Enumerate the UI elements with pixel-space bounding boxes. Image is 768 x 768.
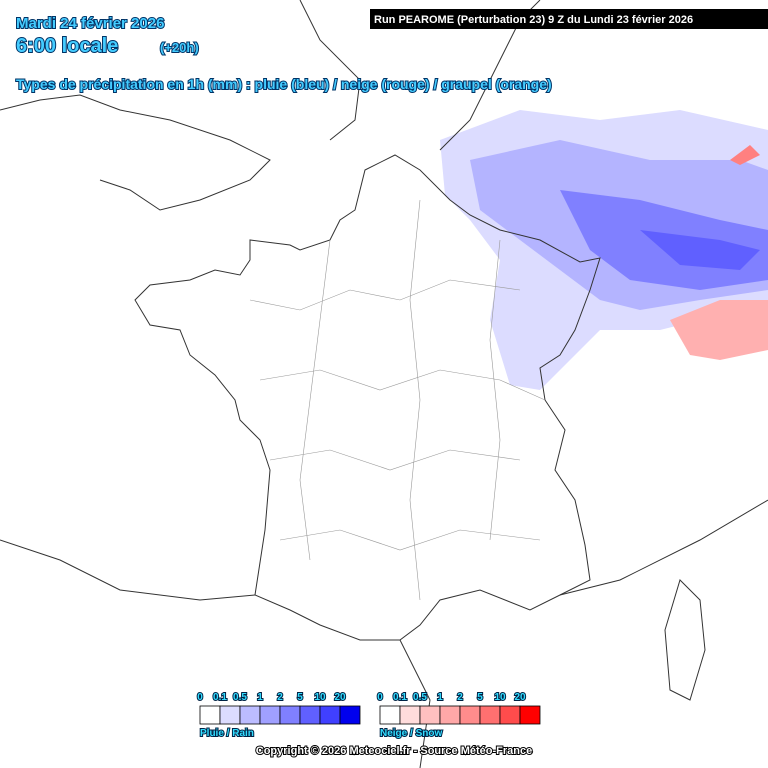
legend-swatch	[479, 705, 501, 725]
legend-value: 1	[437, 692, 443, 703]
legend-swatch	[199, 705, 221, 725]
legend-swatch	[519, 705, 541, 725]
legend-swatch	[219, 705, 241, 725]
legend-value: 0.1	[393, 692, 407, 703]
copyright: Copyright © 2026 Meteociel.fr - Source M…	[256, 745, 532, 757]
local-time: 6:00 locale	[16, 35, 118, 57]
legend-swatch	[499, 705, 521, 725]
legend-value: 0	[197, 692, 203, 703]
departments	[249, 199, 546, 601]
rain-area	[640, 230, 760, 270]
legend-swatch	[279, 705, 301, 725]
legend-swatch	[259, 705, 281, 725]
date: Mardi 24 février 2026	[16, 15, 164, 32]
legend-label: Neige / Snow	[380, 728, 442, 739]
legend-swatch	[439, 705, 461, 725]
legend-value: 1	[257, 692, 263, 703]
legend-swatch	[379, 705, 401, 725]
legend: 0 0.1 0.5 1 2 5 10 20 Pluie / Rain 0 0.1 0.5 1 2 5 10 20…	[196, 691, 541, 740]
lead-time: (+20h)	[160, 40, 199, 55]
legend-value: 2	[277, 692, 283, 703]
legend-value: 0.5	[413, 692, 427, 703]
legend-value: 10	[494, 692, 506, 703]
legend-value: 5	[477, 692, 483, 703]
legend-value: 20	[334, 692, 346, 703]
legend-swatch	[319, 705, 341, 725]
legend-swatch	[459, 705, 481, 725]
subtitle: Types de précipitation en 1h (mm) : plui…	[16, 76, 552, 92]
legend-swatch	[339, 705, 361, 725]
legend-value: 5	[297, 692, 303, 703]
legend-swatch	[399, 705, 421, 725]
legend-value: 10	[314, 692, 326, 703]
legend-swatch	[299, 705, 321, 725]
legend-value: 0.5	[233, 692, 247, 703]
legend-swatch	[239, 705, 261, 725]
legend-value: 0	[377, 692, 383, 703]
legend-label: Pluie / Rain	[200, 728, 254, 739]
legend-value: 0.1	[213, 692, 227, 703]
snow-area	[730, 145, 760, 165]
snow-area	[670, 300, 768, 360]
precipitation	[440, 110, 768, 390]
legend-value: 2	[457, 692, 463, 703]
legend-value: 20	[514, 692, 526, 703]
run-banner: Run PEAROME (Perturbation 23) 9 Z du Lun…	[374, 14, 693, 26]
legend-swatch	[419, 705, 441, 725]
run-banner-bg	[370, 9, 768, 29]
